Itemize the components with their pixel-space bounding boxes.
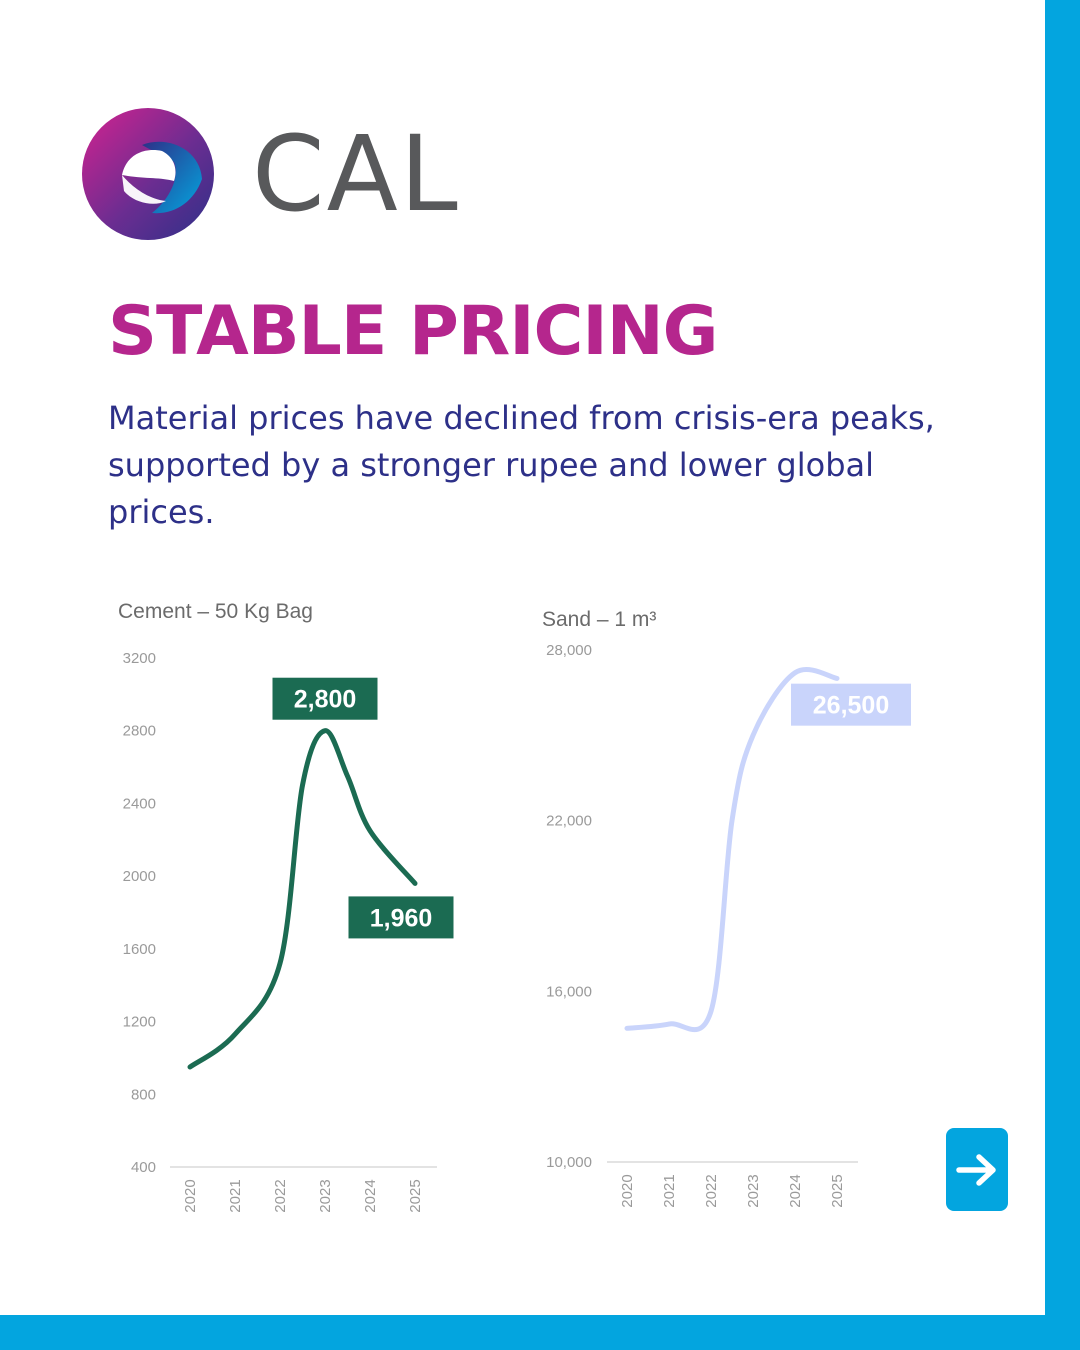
sand-x-tick-label: 2023 — [745, 1174, 762, 1207]
brand-logo: CAL — [82, 107, 462, 242]
next-slide-button[interactable] — [946, 1128, 1008, 1211]
sand-x-tick-label: 2025 — [829, 1174, 846, 1207]
cement-callout-label: 2,800 — [294, 686, 357, 714]
cement-x-tick-label: 2025 — [407, 1179, 424, 1212]
sand-x-tick-label: 2024 — [787, 1174, 804, 1207]
sand-series-line — [624, 667, 840, 1033]
cement-y-tick-label: 1200 — [123, 1014, 156, 1031]
cement-x-tick-label: 2024 — [362, 1179, 379, 1212]
description-text: Material prices have declined from crisi… — [108, 399, 935, 531]
cement-x-tick-label: 2021 — [227, 1179, 244, 1212]
bottom-accent-bar — [0, 1315, 1080, 1350]
cement-series-line — [187, 728, 418, 1070]
cement-callout-box — [272, 677, 378, 720]
cement-y-tick-label: 3200 — [123, 650, 156, 667]
cement-callout-label: 1,960 — [370, 904, 433, 932]
sand-x-tick-label: 2022 — [703, 1174, 720, 1207]
cement-y-tick-label: 2000 — [123, 868, 156, 885]
cement-y-tick-label: 400 — [131, 1159, 156, 1176]
sand-callout-box — [791, 683, 911, 726]
cement-x-tick-label: 2020 — [182, 1179, 199, 1212]
cement-y-tick-label: 2400 — [123, 795, 156, 812]
sand-y-tick-label: 22,000 — [546, 813, 592, 830]
sand-y-tick-label: 10,000 — [546, 1154, 592, 1171]
arrow-right-icon — [956, 1153, 996, 1186]
cement-chart-title: Cement – 50 Kg Bag — [118, 600, 313, 623]
cement-x-tick-label: 2023 — [317, 1179, 334, 1212]
sand-y-tick-label: 16,000 — [546, 983, 592, 1000]
cement-y-tick-label: 1600 — [123, 941, 156, 958]
cement-y-tick-label: 2800 — [123, 723, 156, 740]
cement-y-tick-label: 800 — [131, 1086, 156, 1103]
page-title: STABLE PRICING — [108, 292, 718, 371]
brand-wordmark: CAL — [252, 113, 460, 235]
sand-x-tick-label: 2021 — [661, 1174, 678, 1207]
right-accent-bar — [1045, 0, 1080, 1350]
sand-chart-title: Sand – 1 m³ — [542, 608, 657, 631]
cement-x-tick-label: 2022 — [272, 1179, 289, 1212]
sand-callout-label: 26,500 — [813, 692, 889, 720]
sand-x-tick-label: 2020 — [619, 1174, 636, 1207]
sand-y-tick-label: 28,000 — [546, 642, 592, 659]
cement-callout-box — [348, 896, 454, 939]
logo-mark-icon — [82, 108, 214, 240]
